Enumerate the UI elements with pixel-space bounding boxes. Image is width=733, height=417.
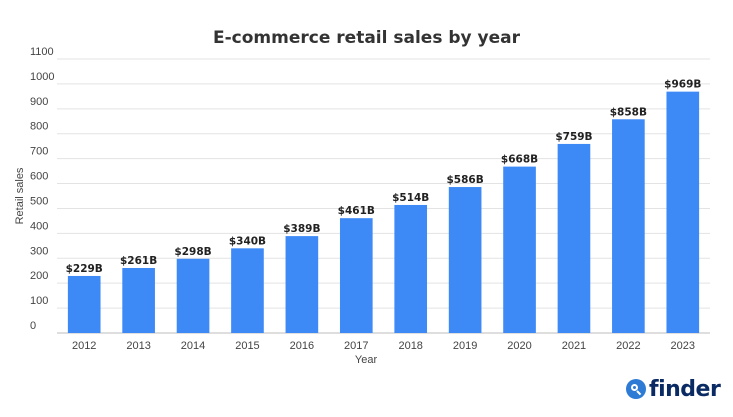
- data-label: $668B: [501, 154, 538, 166]
- y-tick-label: 600: [30, 171, 48, 183]
- y-tick-label: 100: [30, 295, 48, 307]
- finder-logo: finder: [626, 376, 721, 402]
- data-label: $340B: [229, 235, 266, 247]
- y-tick-label: 500: [30, 195, 48, 207]
- chart-title: E-commerce retail sales by year: [213, 28, 521, 48]
- data-label: $514B: [392, 192, 429, 204]
- data-label: $229B: [66, 263, 103, 275]
- bar: [285, 236, 319, 333]
- bars: [67, 91, 700, 333]
- y-tick-label: 800: [30, 121, 48, 133]
- y-tick-label: 300: [30, 245, 48, 257]
- y-tick-label: 1000: [30, 71, 54, 83]
- data-label: $389B: [283, 223, 320, 235]
- y-axis-ticks: 0 100 200 300 400 500 600 700 800 900 1000 1100: [30, 46, 54, 332]
- data-label: $298B: [174, 246, 211, 258]
- gridlines: [57, 58, 710, 334]
- bar: [448, 187, 482, 333]
- x-tick-label: 2012: [72, 340, 96, 352]
- x-tick-label: 2018: [398, 340, 422, 352]
- bar: [503, 166, 536, 333]
- data-label: $261B: [120, 255, 157, 267]
- x-tick-label: 2016: [290, 340, 314, 352]
- x-tick-label: 2014: [181, 340, 205, 352]
- data-label: $461B: [338, 205, 375, 217]
- x-tick-label: 2021: [562, 340, 586, 352]
- data-label: $969B: [664, 79, 701, 91]
- bar: [67, 275, 101, 333]
- y-tick-label: 700: [30, 146, 48, 158]
- y-tick-label: 0: [30, 320, 36, 332]
- x-tick-label: 2017: [344, 340, 368, 352]
- bar: [231, 248, 264, 333]
- x-axis-label: Year: [355, 354, 378, 366]
- bar: [557, 143, 591, 333]
- bar: [122, 267, 155, 333]
- y-tick-label: 400: [30, 220, 48, 232]
- x-tick-label: 2022: [616, 340, 640, 352]
- x-axis-ticks: 2012 2013 2014 2015 2016 2017 2018 2019 2020 2021…: [72, 340, 695, 352]
- y-tick-label: 900: [30, 96, 48, 108]
- bar: [394, 204, 428, 333]
- data-label: $858B: [610, 106, 647, 118]
- x-tick-label: 2019: [453, 340, 477, 352]
- magnifier-icon: [626, 379, 646, 399]
- x-tick-label: 2023: [671, 340, 695, 352]
- bar: [339, 218, 373, 333]
- x-tick-label: 2015: [235, 340, 259, 352]
- data-labels: $229B $261B $298B $340B $389B $461B $514B $586B…: [66, 79, 702, 275]
- y-axis-label: Retail sales: [14, 167, 26, 224]
- bar: [176, 258, 210, 333]
- y-tick-label: 1100: [30, 46, 54, 58]
- bar: [612, 119, 645, 333]
- logo-text: finder: [649, 376, 721, 402]
- data-label: $586B: [447, 174, 484, 186]
- data-label: $759B: [555, 131, 592, 143]
- x-tick-label: 2020: [507, 340, 531, 352]
- y-tick-label: 200: [30, 270, 48, 282]
- bar: [666, 91, 700, 333]
- x-tick-label: 2013: [126, 340, 150, 352]
